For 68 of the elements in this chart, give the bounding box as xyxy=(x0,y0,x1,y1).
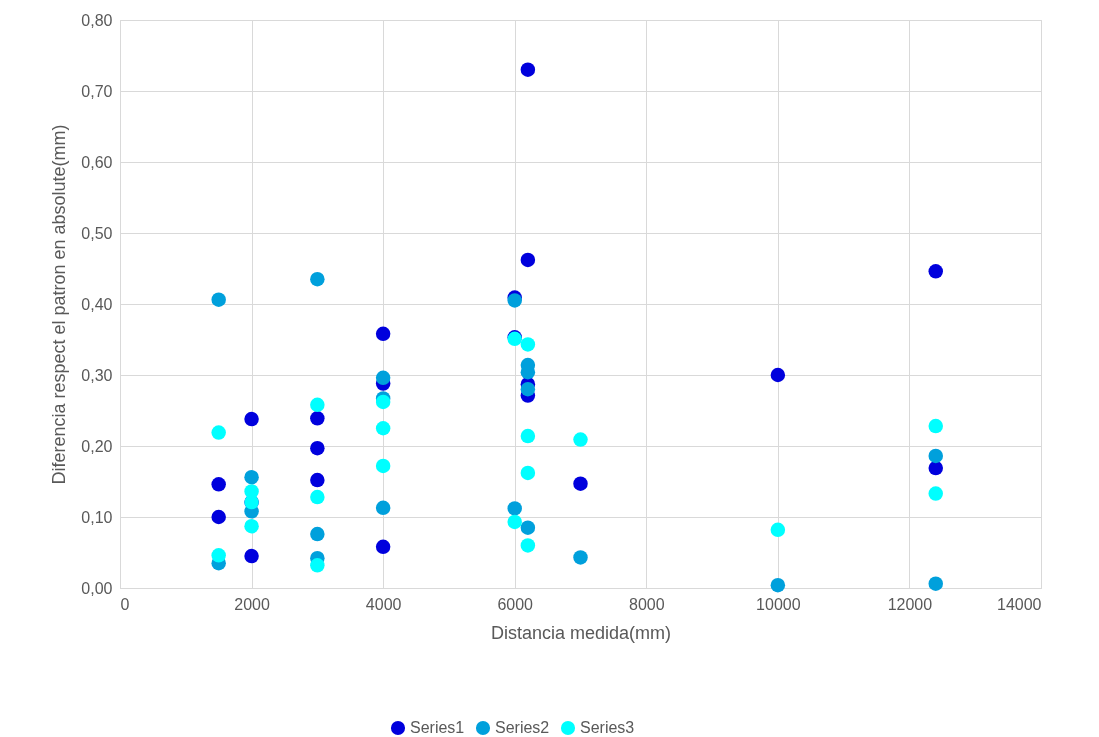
point xyxy=(211,292,226,307)
point xyxy=(520,520,536,535)
point xyxy=(211,477,226,492)
point xyxy=(520,381,536,397)
x-tick-label: 10000 xyxy=(756,595,801,613)
y-tick-label: 0,70 xyxy=(81,82,113,100)
point xyxy=(520,428,536,444)
point xyxy=(520,62,536,77)
point xyxy=(375,394,391,410)
point xyxy=(573,476,588,491)
y-tick-label: 0,60 xyxy=(81,153,113,171)
x-tick-label: 14000 xyxy=(997,595,1042,613)
y-tick-label: 0,80 xyxy=(81,11,113,29)
point xyxy=(310,558,325,573)
point xyxy=(310,271,325,287)
x-tick-label: 0 xyxy=(120,595,130,613)
legend-label: Series2 xyxy=(495,719,550,736)
point xyxy=(211,425,226,440)
legend-label: Series3 xyxy=(580,719,635,736)
point xyxy=(928,576,943,591)
point xyxy=(375,421,391,436)
point xyxy=(244,470,259,485)
point xyxy=(928,264,943,279)
point xyxy=(573,550,588,565)
point xyxy=(310,526,325,542)
x-tick-label: 4000 xyxy=(365,595,402,613)
x-tick-label: 12000 xyxy=(887,595,933,613)
point xyxy=(310,472,325,488)
point xyxy=(375,370,391,386)
x-tick-label: 8000 xyxy=(628,595,665,613)
point xyxy=(310,489,325,505)
y-tick-label: 0,10 xyxy=(81,508,113,526)
x-axis-title: Distancia medida(mm) xyxy=(490,622,672,643)
y-tick-label: 0,30 xyxy=(81,366,113,384)
point xyxy=(507,501,522,516)
point xyxy=(244,519,259,534)
point xyxy=(211,509,226,525)
x-tick-label: 2000 xyxy=(234,595,270,613)
point xyxy=(770,522,786,538)
y-tick-label: 0,20 xyxy=(81,437,113,455)
point xyxy=(520,465,536,481)
point xyxy=(520,538,536,553)
point xyxy=(244,548,259,564)
y-axis-title: Diferencia respect el patron en absolute(mm) xyxy=(49,124,70,485)
point xyxy=(310,411,325,426)
point xyxy=(310,397,325,413)
point xyxy=(928,460,943,476)
point xyxy=(211,548,226,563)
point xyxy=(520,337,536,352)
point xyxy=(375,458,391,474)
point xyxy=(375,539,391,555)
point xyxy=(375,326,391,342)
point xyxy=(507,514,522,530)
point xyxy=(520,252,536,268)
point xyxy=(770,367,786,383)
y-tick-label: 0,00 xyxy=(81,579,113,597)
y-tick-label: 0,40 xyxy=(81,295,113,313)
point xyxy=(928,486,943,501)
x-tick-label: 6000 xyxy=(497,595,534,613)
point xyxy=(928,418,943,434)
y-tick-label: 0,50 xyxy=(81,224,113,242)
point xyxy=(770,577,786,593)
point xyxy=(928,448,943,464)
point xyxy=(310,440,325,456)
point xyxy=(244,411,259,427)
point xyxy=(375,500,391,515)
point xyxy=(573,432,588,447)
legend-label: Series1 xyxy=(410,719,465,736)
